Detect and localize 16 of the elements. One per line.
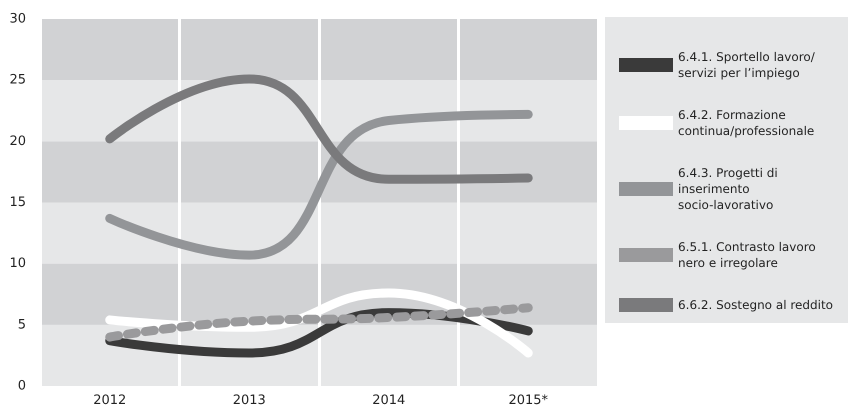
y-tick-label: 0: [18, 378, 26, 394]
y-tick-label: 25: [9, 72, 26, 88]
x-tick-label: 2013: [232, 393, 266, 408]
x-tick-label: 2014: [372, 393, 406, 408]
y-tick-label: 20: [9, 134, 26, 149]
legend-label: 6.4.3. Progetti di inserimento socio-lavorativo: [678, 166, 782, 212]
legend-label: 6.6.2. Sostegno al reddito: [678, 298, 834, 312]
legend-label: 6.4.1. Sportello lavoro/ servizi per l’impiego: [678, 50, 819, 80]
x-tick-label: 2015*: [508, 393, 549, 408]
y-tick-label: 5: [18, 317, 26, 332]
y-tick-label: 10: [9, 256, 26, 272]
y-tick-label: 30: [9, 12, 26, 26]
y-tick-label: 15: [9, 195, 26, 210]
x-tick-label: 2012: [93, 393, 126, 408]
legend-label: 6.5.1. Contrasto lavoro nero e irregolare: [678, 240, 820, 270]
legend-label: 6.4.2. Formazione continua/professionale: [678, 108, 814, 138]
